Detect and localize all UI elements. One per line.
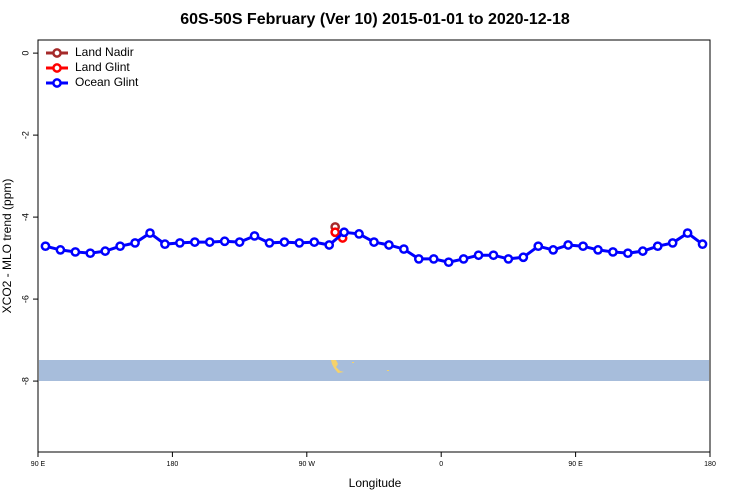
point: [55, 245, 66, 255]
point: [458, 254, 469, 264]
point: [40, 241, 51, 252]
point: [130, 238, 140, 248]
point: [189, 237, 200, 247]
y-axis-label: XCO2 - MLO trend (ppm): [0, 179, 14, 314]
y-tick-label: 0: [20, 51, 30, 56]
y-tick-label: -8: [20, 377, 30, 385]
y-tick-label: -2: [20, 131, 30, 139]
point: [503, 254, 514, 264]
point: [219, 236, 230, 247]
point: [399, 244, 409, 254]
point: [369, 237, 379, 247]
x-tick-label: 180: [167, 461, 179, 468]
point: [249, 231, 260, 241]
point: [204, 237, 215, 247]
series-line: [45, 230, 704, 264]
point: [682, 228, 693, 238]
x-tick-label: 90 W: [299, 461, 316, 468]
legend-marker: [52, 78, 62, 88]
point: [413, 254, 424, 264]
chart-title: 60S-50S February (Ver 10) 2015-01-01 to …: [180, 11, 570, 28]
point: [667, 238, 678, 248]
point: [473, 250, 484, 261]
point: [518, 252, 529, 263]
legend-marker: [52, 48, 62, 58]
point: [279, 237, 290, 247]
point: [697, 239, 708, 250]
point: [85, 248, 96, 259]
x-tick-label: 180: [704, 461, 716, 468]
y-tick-label: -4: [20, 213, 30, 221]
y-tick-label: -6: [20, 295, 30, 303]
point: [443, 257, 454, 268]
point: [339, 227, 349, 238]
x-tick-label: 90 E: [568, 461, 583, 468]
land-shape: [331, 360, 344, 373]
point: [488, 250, 499, 261]
ocean-band: [39, 360, 709, 381]
legend-marker: [52, 63, 62, 73]
x-axis-label: Longitude: [349, 476, 402, 490]
point: [623, 248, 633, 259]
point: [234, 237, 245, 247]
point: [324, 240, 335, 250]
point: [593, 245, 603, 255]
point: [115, 241, 125, 252]
legend-label: Land Glint: [75, 60, 130, 74]
plot-frame: [37, 39, 711, 453]
x-tick-label: 0: [439, 461, 443, 468]
point: [330, 227, 341, 238]
legend-label: Ocean Glint: [75, 75, 139, 89]
land-shape: [387, 370, 389, 371]
point: [652, 241, 663, 252]
point: [70, 247, 81, 257]
point: [608, 247, 618, 257]
map-band: [39, 360, 709, 381]
x-tick-label: 90 E: [31, 461, 46, 468]
point: [294, 238, 305, 248]
point: [354, 229, 364, 239]
legend-label: Land Nadir: [75, 45, 134, 59]
point: [548, 245, 559, 255]
point: [264, 238, 275, 248]
point: [637, 246, 648, 256]
point: [160, 239, 170, 250]
land-shape: [352, 362, 354, 363]
point: [533, 241, 544, 252]
point: [309, 237, 320, 247]
point: [384, 240, 394, 250]
point: [175, 238, 185, 248]
point: [578, 241, 588, 252]
point: [563, 240, 573, 250]
point: [428, 254, 439, 264]
point: [145, 228, 155, 238]
point: [100, 246, 111, 256]
